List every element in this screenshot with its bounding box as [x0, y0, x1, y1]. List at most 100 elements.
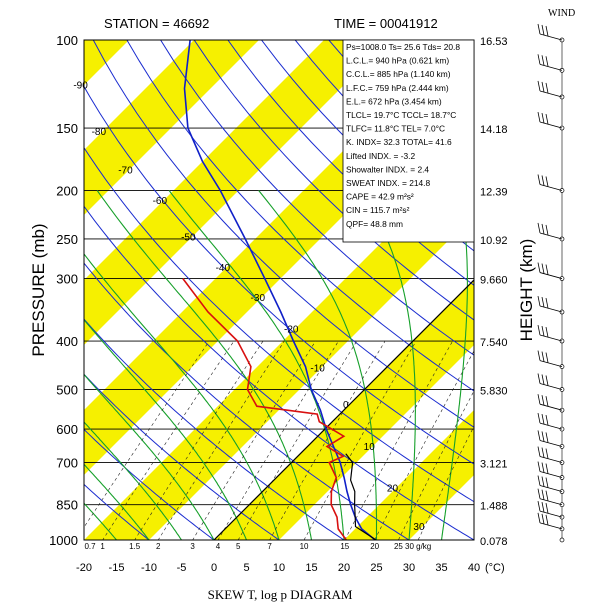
- wind-barb-feather: [537, 430, 541, 441]
- wind-barb-staff: [539, 422, 563, 430]
- wind-barb-feather: [541, 263, 545, 274]
- stats-line: TLCL= 19.7°C TCCL= 18.7°C: [346, 110, 456, 120]
- wind-barb-feather: [541, 513, 545, 524]
- dry-adiabat: [227, 40, 474, 286]
- wind-barb-feather: [537, 394, 541, 405]
- pressure-tick: 400: [56, 334, 78, 349]
- wind-barb-feather: [541, 112, 545, 124]
- zero-isotherm: [213, 279, 474, 540]
- wind-barb-feather: [545, 396, 549, 407]
- pressure-tick: 700: [56, 456, 78, 471]
- dry-adiabat: [160, 40, 474, 356]
- wind-barb-feather: [537, 324, 541, 336]
- mixing-ratio-label: 4: [216, 542, 221, 551]
- wind-barb-feather: [541, 351, 545, 362]
- wind-barb-staff: [539, 63, 563, 71]
- isotherm-label: 0: [343, 400, 349, 411]
- stats-line: Showalter INDX. = 2.4: [346, 164, 429, 174]
- dewpoint-profile: [182, 278, 348, 540]
- x-tick: 0: [211, 562, 217, 574]
- isotherm-band: [84, 40, 130, 86]
- wind-barb-staff: [539, 360, 563, 367]
- pressure-tick: 850: [56, 498, 78, 513]
- wind-barb-feather: [545, 432, 549, 443]
- mixing-ratio-line: [398, 390, 474, 540]
- dry-adiabat: [84, 373, 280, 540]
- wind-barb-feather: [545, 448, 549, 459]
- wind-barb-staff: [539, 498, 563, 506]
- isotherm-stripes: [84, 40, 474, 540]
- plot-frame: [83, 39, 475, 541]
- isotherm-band: [344, 410, 474, 540]
- wind-barb-staff: [539, 440, 563, 447]
- x-tick: 20: [338, 562, 350, 574]
- wind-barb-staff: [539, 471, 563, 478]
- stats-line: E.L.= 672 hPa (3.454 km): [346, 96, 442, 106]
- wind-barb-feather: [545, 463, 549, 474]
- pressure-tick: 500: [56, 382, 78, 397]
- temperature-tick-labels: -20 -15 -10 -5 0 5 10 15 20 25 30 35 40: [76, 562, 480, 574]
- wind-barb-staff: [539, 272, 563, 279]
- station-label: STATION = 46692: [104, 16, 209, 31]
- mixing-ratio-line: [269, 340, 386, 540]
- sounding-series: [182, 40, 378, 540]
- moist-adiabat: [84, 318, 248, 540]
- wind-barb-feather: [537, 174, 541, 185]
- time-label: TIME = 00041912: [334, 16, 438, 31]
- moist-adiabat: [84, 253, 280, 540]
- wind-barb-feather: [537, 350, 541, 361]
- x-tick: 5: [243, 562, 249, 574]
- pressure-tick-labels: 100 150 200 250 300 400 500 600 700 850 1000: [49, 33, 78, 548]
- wind-barb-feather: [537, 461, 541, 472]
- isotherm-band: [84, 149, 474, 540]
- dry-adiabat: [0, 40, 31, 551]
- isotherm-label: -90: [73, 80, 88, 91]
- stats-line: CAPE = 42.9 m²s²: [346, 192, 414, 202]
- mixing-ratio-label: 3: [190, 542, 195, 551]
- isotherm-label: 20: [387, 484, 399, 495]
- wind-barb-feather: [541, 223, 545, 235]
- wind-barb-feather: [545, 514, 549, 525]
- moist-adiabat: [84, 373, 215, 540]
- stats-line: CIN = 115.7 m²s²: [346, 205, 410, 215]
- wind-barb-feather: [545, 82, 549, 94]
- dry-adiabat: [84, 318, 345, 540]
- moist-adiabat: [258, 190, 378, 540]
- x-tick: 40: [468, 562, 480, 574]
- mixing-ratio-line: [157, 340, 285, 540]
- stats-line: SWEAT INDX. = 214.8: [346, 178, 431, 188]
- wind-barb-feather: [545, 490, 549, 501]
- wind-barb-feather: [541, 374, 545, 385]
- wind-barb-feather: [541, 296, 545, 308]
- stats-box: Ps=1008.0 Ts= 25.6 Tds= 20.8 L.C.L.= 940 …: [342, 39, 475, 243]
- dry-adiabat: [84, 262, 410, 540]
- stats-line: TLFC= 11.8°C TEL= 7.0°C: [346, 124, 445, 134]
- stats-line: L.C.L.= 940 hPa (0.621 km): [346, 56, 449, 66]
- mixing-ratio-label: 7: [267, 542, 272, 551]
- pressure-tick: 600: [56, 422, 78, 437]
- x-tick: -15: [109, 562, 125, 574]
- wind-barb-feather: [537, 412, 541, 424]
- wind-barb-feather: [537, 373, 541, 384]
- wind-barb-staff: [539, 305, 563, 313]
- stats-line: Ps=1008.0 Ts= 25.6 Tds= 20.8: [346, 42, 460, 52]
- wind-barb-feather: [545, 414, 549, 426]
- mixing-ratio-line: [134, 340, 264, 540]
- mixing-ratio-line: [417, 425, 474, 540]
- mixing-ratio-label: 2: [156, 542, 161, 551]
- moist-adiabat: [84, 502, 117, 540]
- mixing-ratio-label: 30 g/kg: [405, 542, 431, 551]
- isotherm-band: [84, 40, 389, 346]
- isotherm-label: -20: [284, 325, 299, 336]
- wind-barb-feather: [537, 54, 541, 65]
- wind-label: WIND: [548, 8, 575, 19]
- height-tick: 1.488: [480, 501, 508, 513]
- x-tick: 10: [273, 562, 285, 574]
- wind-barb-staff: [539, 522, 563, 530]
- wind-barb-staff: [539, 403, 563, 411]
- dry-adiabat: [84, 539, 85, 540]
- x-tick: 15: [305, 562, 317, 574]
- wind-barb-staff: [539, 510, 563, 518]
- isotherm-labels: -90 -80 -70 -60 -50 -40 -30 -20 -10 0 10 20 30: [73, 80, 425, 533]
